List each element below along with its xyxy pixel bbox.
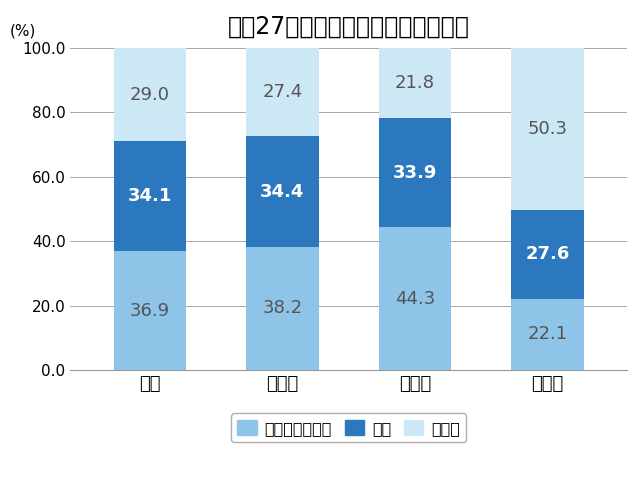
Text: 21.8: 21.8 <box>395 74 435 92</box>
Legend: インターネット, 郵送, 調査員: インターネット, 郵送, 調査員 <box>231 413 466 442</box>
Bar <box>114 48 186 141</box>
Text: 27.6: 27.6 <box>525 246 569 263</box>
Bar <box>379 118 451 227</box>
Text: 34.4: 34.4 <box>260 183 305 201</box>
Text: 27.4: 27.4 <box>263 83 302 101</box>
Bar <box>511 48 584 210</box>
Bar <box>246 48 319 136</box>
Title: 平成27年国勢調査　調査票回収状況: 平成27年国勢調査 調査票回収状況 <box>228 15 470 39</box>
Bar <box>246 247 319 370</box>
Text: 44.3: 44.3 <box>395 289 435 307</box>
Bar <box>246 136 319 247</box>
Bar <box>379 48 451 118</box>
Y-axis label: (%): (%) <box>10 23 37 38</box>
Bar <box>511 210 584 299</box>
Text: 38.2: 38.2 <box>263 299 302 317</box>
Bar <box>511 299 584 370</box>
Text: 50.3: 50.3 <box>528 120 568 138</box>
Text: 29.0: 29.0 <box>130 86 170 104</box>
Bar <box>114 251 186 370</box>
Text: 34.1: 34.1 <box>128 187 172 205</box>
Text: 33.9: 33.9 <box>393 164 437 182</box>
Bar <box>379 227 451 370</box>
Text: 22.1: 22.1 <box>528 325 568 343</box>
Text: 36.9: 36.9 <box>130 301 170 319</box>
Bar <box>114 141 186 251</box>
